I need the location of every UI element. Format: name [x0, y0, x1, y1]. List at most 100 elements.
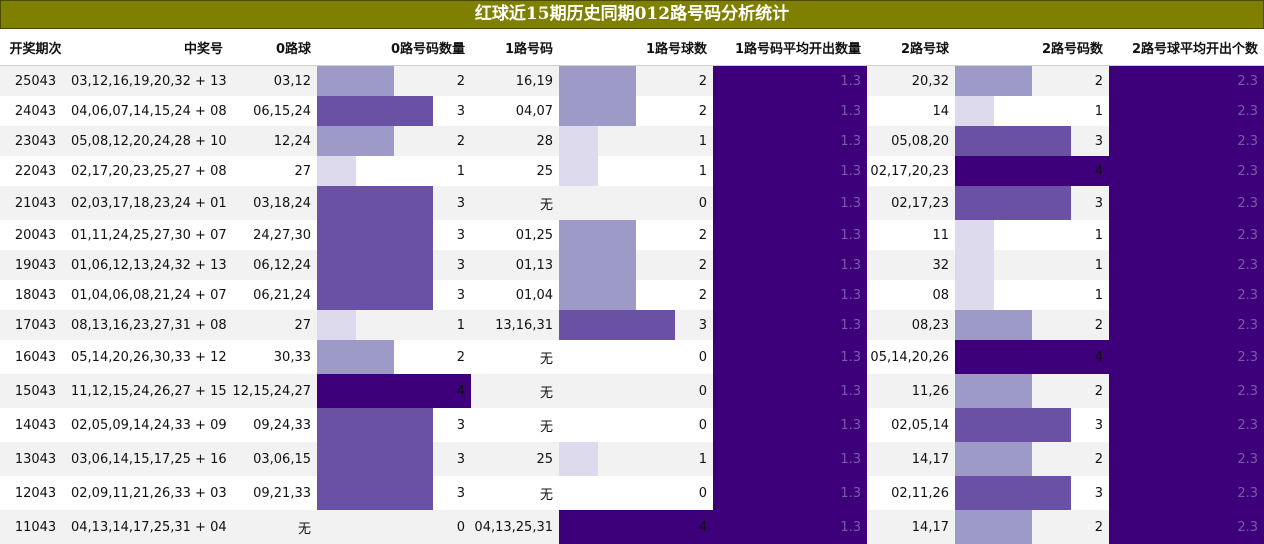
issue-cell: 19043 [0, 250, 71, 280]
route1-count-cell: 2 [559, 66, 713, 97]
route2-balls-cell: 02,05,14 [867, 408, 955, 442]
route2-balls-cell: 02,17,20,23 [867, 156, 955, 186]
count-value: 0 [559, 486, 713, 501]
count-value: 2 [955, 520, 1109, 535]
winning-numbers-cell: 02,03,17,18,23,24 + 01 [71, 186, 229, 220]
route2-balls-cell: 32 [867, 250, 955, 280]
route0-count-cell: 3 [317, 476, 471, 510]
route1-avg-cell: 1.3 [713, 66, 867, 97]
route1-balls-cell: 01,13 [471, 250, 559, 280]
count-value: 0 [559, 384, 713, 399]
route1-avg-cell: 1.3 [713, 156, 867, 186]
route0-balls-cell: 06,12,24 [229, 250, 317, 280]
count-value: 1 [317, 318, 471, 333]
route2-count-cell: 1 [955, 220, 1109, 250]
winning-numbers-cell: 02,17,20,23,25,27 + 08 [71, 156, 229, 186]
route1-balls-cell: 无 [471, 476, 559, 510]
route2-balls-cell: 20,32 [867, 66, 955, 97]
count-value: 1 [955, 228, 1109, 243]
route2-balls-cell: 05,08,20 [867, 126, 955, 156]
route1-balls-cell: 28 [471, 126, 559, 156]
header-route1-balls: 1路号码 [471, 29, 559, 66]
stats-table: 开奖期次 中奖号 0路球 0路号码数量 1路号码 1路号球数 1路号码平均开出数… [0, 29, 1264, 544]
route1-balls-cell: 16,19 [471, 66, 559, 97]
issue-cell: 21043 [0, 186, 71, 220]
route1-count-cell: 1 [559, 156, 713, 186]
winning-numbers-cell: 05,14,20,26,30,33 + 12 [71, 340, 229, 374]
count-value: 1 [559, 164, 713, 179]
winning-numbers-cell: 01,11,24,25,27,30 + 07 [71, 220, 229, 250]
route0-count-cell: 0 [317, 510, 471, 544]
route1-avg-cell: 1.3 [713, 310, 867, 340]
route2-avg-cell: 2.3 [1109, 442, 1264, 476]
route2-balls-cell: 11,26 [867, 374, 955, 408]
header-route2-count: 2路号码数 [955, 29, 1109, 66]
route2-count-cell: 2 [955, 374, 1109, 408]
winning-numbers-cell: 04,06,07,14,15,24 + 08 [71, 96, 229, 126]
route2-balls-cell: 11 [867, 220, 955, 250]
route2-avg-cell: 2.3 [1109, 340, 1264, 374]
route0-balls-cell: 30,33 [229, 340, 317, 374]
count-value: 3 [317, 196, 471, 211]
route1-count-cell: 0 [559, 408, 713, 442]
winning-numbers-cell: 11,12,15,24,26,27 + 15 [71, 374, 229, 408]
route2-count-cell: 2 [955, 442, 1109, 476]
route2-count-cell: 1 [955, 280, 1109, 310]
route1-balls-cell: 01,04 [471, 280, 559, 310]
count-value: 0 [559, 350, 713, 365]
route0-count-cell: 3 [317, 250, 471, 280]
route0-balls-cell: 06,15,24 [229, 96, 317, 126]
route0-count-cell: 3 [317, 220, 471, 250]
route1-avg-cell: 1.3 [713, 408, 867, 442]
route1-avg-cell: 1.3 [713, 126, 867, 156]
route2-avg-cell: 2.3 [1109, 280, 1264, 310]
count-value: 2 [559, 258, 713, 273]
route1-balls-cell: 25 [471, 156, 559, 186]
route1-balls-cell: 04,07 [471, 96, 559, 126]
route2-count-cell: 3 [955, 408, 1109, 442]
count-value: 2 [317, 134, 471, 149]
count-value: 1 [955, 104, 1109, 119]
route1-count-cell: 3 [559, 310, 713, 340]
route2-avg-cell: 2.3 [1109, 156, 1264, 186]
route1-count-cell: 0 [559, 186, 713, 220]
route2-count-cell: 2 [955, 310, 1109, 340]
route1-balls-cell: 无 [471, 408, 559, 442]
route2-avg-cell: 2.3 [1109, 250, 1264, 280]
route2-balls-cell: 14 [867, 96, 955, 126]
count-value: 3 [559, 318, 713, 333]
count-value: 3 [317, 228, 471, 243]
count-value: 3 [955, 134, 1109, 149]
count-value: 4 [559, 520, 713, 535]
route2-count-cell: 1 [955, 250, 1109, 280]
route1-avg-cell: 1.3 [713, 510, 867, 544]
route0-balls-cell: 03,12 [229, 66, 317, 97]
route2-avg-cell: 2.3 [1109, 220, 1264, 250]
route0-balls-cell: 09,21,33 [229, 476, 317, 510]
header-route0-count: 0路号码数量 [317, 29, 471, 66]
route0-count-cell: 3 [317, 280, 471, 310]
count-value: 1 [559, 452, 713, 467]
header-route1-avg: 1路号码平均开出数量 [713, 29, 867, 66]
route2-count-cell: 3 [955, 476, 1109, 510]
route2-avg-cell: 2.3 [1109, 510, 1264, 544]
route0-count-cell: 3 [317, 442, 471, 476]
route2-count-cell: 2 [955, 510, 1109, 544]
count-value: 3 [317, 418, 471, 433]
count-value: 3 [955, 196, 1109, 211]
issue-cell: 20043 [0, 220, 71, 250]
count-value: 4 [955, 164, 1109, 179]
issue-cell: 24043 [0, 96, 71, 126]
header-row: 开奖期次 中奖号 0路球 0路号码数量 1路号码 1路号球数 1路号码平均开出数… [0, 29, 1264, 66]
issue-cell: 14043 [0, 408, 71, 442]
route2-avg-cell: 2.3 [1109, 126, 1264, 156]
header-route2-avg: 2路号球平均开出个数 [1109, 29, 1264, 66]
route0-balls-cell: 12,15,24,27 [229, 374, 317, 408]
route2-avg-cell: 2.3 [1109, 374, 1264, 408]
